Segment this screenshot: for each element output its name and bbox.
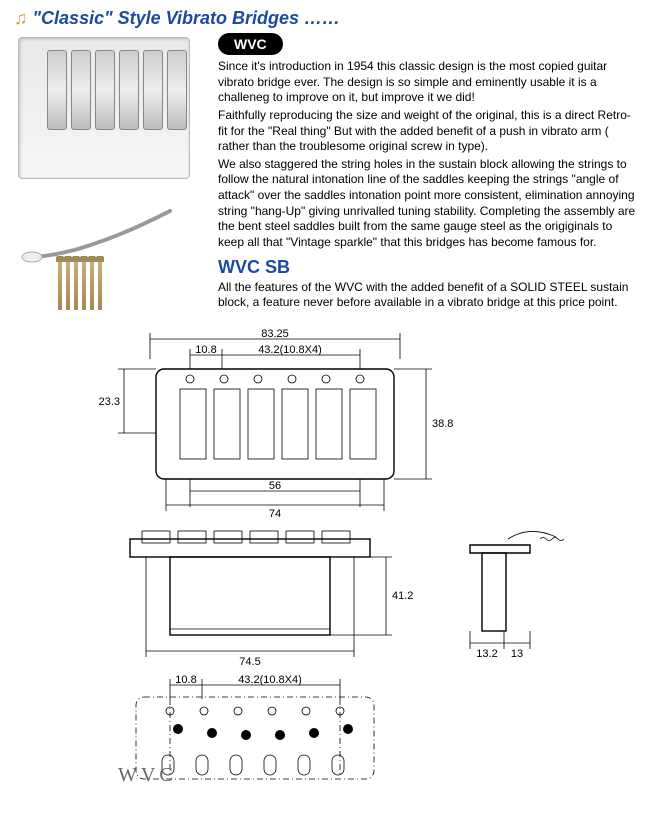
- dimension-drawing-svg: 83.25 10.8 43.2(10.8X4) 23.3: [0, 319, 650, 789]
- paragraph-2: Faithfully reproducing the size and weig…: [218, 108, 640, 155]
- dim-overall-width: 83.25: [261, 328, 289, 340]
- photo-column: [18, 33, 218, 313]
- dim-span: 43.2(10.8X4): [258, 344, 322, 356]
- description-column: WVC Since it's introduction in 1954 this…: [218, 33, 640, 313]
- dim-span-2: 43.2(10.8X4): [238, 674, 302, 686]
- dim-pitch-2: 10.8: [175, 674, 196, 686]
- model-badge-wvc-sb: WVC SB: [218, 256, 640, 279]
- dim-base-width: 74.5: [239, 656, 260, 668]
- dim-spring-1: 13.2: [476, 648, 497, 660]
- dim-pitch: 10.8: [195, 344, 216, 356]
- page-title: ♫ "Classic" Style Vibrato Bridges ……: [0, 0, 650, 33]
- dim-plate-width: 74: [269, 508, 281, 520]
- footer-model-label: WVC: [118, 764, 177, 787]
- dim-spring-2: 13: [511, 648, 523, 660]
- tremolo-arm-illustration: [18, 199, 198, 269]
- dim-hole-span: 56: [269, 480, 281, 492]
- dim-plate-height: 38.8: [432, 418, 453, 430]
- paragraph-3: We also staggered the string holes in th…: [218, 157, 640, 251]
- sub-paragraph: All the features of the WVC with the add…: [218, 280, 640, 311]
- title-text: "Classic" Style Vibrato Bridges ……: [33, 8, 341, 28]
- paragraph-1: Since it's introduction in 1954 this cla…: [218, 59, 640, 106]
- model-badge-wvc: WVC: [218, 33, 283, 55]
- dim-side-height: 23.3: [99, 396, 120, 408]
- dim-block-height: 41.2: [392, 590, 413, 602]
- music-note-icon: ♫: [14, 8, 28, 28]
- bridge-photo: [18, 37, 190, 179]
- product-intro-row: WVC Since it's introduction in 1954 this…: [0, 33, 650, 313]
- technical-drawing: 83.25 10.8 43.2(10.8X4) 23.3: [0, 319, 650, 789]
